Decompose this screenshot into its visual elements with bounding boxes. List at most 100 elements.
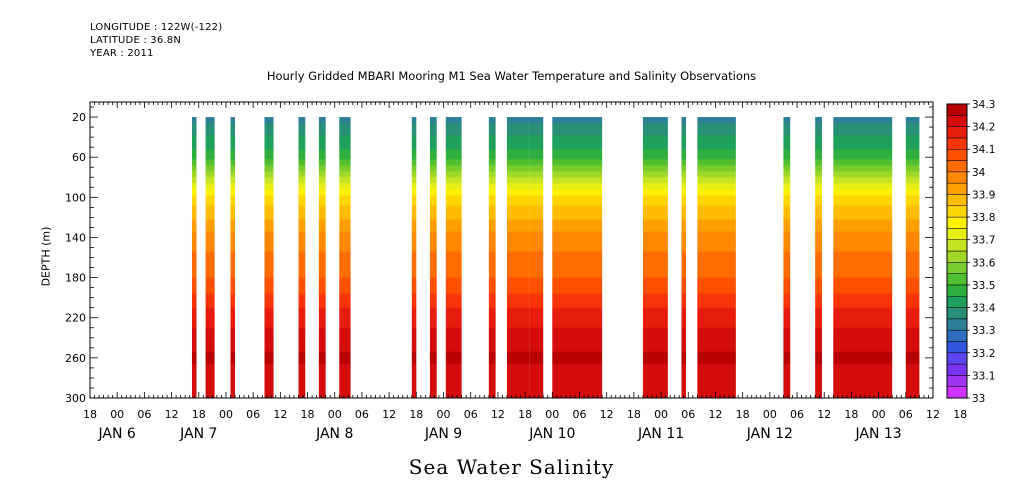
colorbar-swatch (946, 318, 968, 331)
x-tick-label: 00 (872, 408, 886, 421)
x-tick-label: 00 (763, 408, 777, 421)
y-tick-label: 20 (72, 111, 86, 124)
x-axis-title: Sea Water Salinity (408, 455, 615, 479)
y-tick-label: 180 (65, 272, 86, 285)
latitude-label: LATITUDE : 36.8N (90, 35, 182, 46)
data-column (681, 117, 686, 399)
colorbar-swatch (946, 239, 968, 252)
year-label: YEAR : 2011 (90, 48, 154, 59)
x-tick-label: 18 (953, 408, 967, 421)
colorbar-label: 33.9 (972, 189, 995, 201)
colorbar-swatch (946, 182, 968, 195)
y-tick-label: 100 (65, 191, 86, 204)
x-tick-label: 12 (817, 408, 831, 421)
x-tick-label: 12 (165, 408, 179, 421)
x-tick-label: 00 (545, 408, 559, 421)
longitude-label: LONGITUDE : 122W(-122) (90, 22, 223, 33)
x-tick-label: 18 (844, 408, 858, 421)
colorbar-label: 33 (972, 393, 985, 405)
colorbar-label: 33.3 (972, 325, 995, 337)
x-tick-label: 06 (246, 408, 260, 421)
colorbar-swatch (946, 295, 968, 308)
data-column (205, 117, 215, 399)
data-column (429, 117, 437, 399)
data-column (445, 117, 462, 399)
colorbar-label: 34 (972, 167, 986, 179)
colorbar-label: 34.3 (972, 99, 995, 111)
x-tick-label: 18 (409, 408, 423, 421)
colorbar-frame (946, 103, 968, 399)
x-tick-label: 06 (464, 408, 478, 421)
x-tick-label: 12 (273, 408, 287, 421)
colorbar-label: 34.1 (972, 144, 995, 156)
data-column (339, 117, 351, 399)
colorbar-swatch (946, 216, 968, 229)
colorbar-label: 33.5 (972, 280, 995, 292)
x-day-label: JAN 9 (424, 426, 462, 442)
data-column (642, 117, 668, 399)
x-day-label: JAN 12 (746, 426, 793, 442)
data-column (506, 117, 530, 399)
colorbar-swatch (946, 205, 968, 218)
colorbar-swatch (946, 352, 968, 365)
colorbar-swatch (946, 273, 968, 286)
x-tick-label: 00 (654, 408, 668, 421)
chart-title: Hourly Gridded MBARI Mooring M1 Sea Wate… (266, 69, 757, 83)
data-column (230, 117, 236, 399)
colorbar-swatch (946, 126, 968, 139)
colorbar-swatch (946, 262, 968, 274)
x-tick-label: 00 (219, 408, 233, 421)
data-column (191, 117, 197, 399)
plot-area: 20 60 100 140 180 220 260 300 18 00 06 12 18 00 06 12 18… (65, 101, 967, 442)
y-tick-label: 140 (65, 231, 86, 244)
x-tick-label: 18 (518, 408, 532, 421)
x-tick-label: 18 (192, 408, 206, 421)
colorbar-swatch (946, 307, 968, 320)
colorbar-swatch (946, 160, 968, 173)
colorbar-swatch (946, 250, 968, 263)
x-tick-label: 12 (926, 408, 940, 421)
x-tick-label: 12 (491, 408, 505, 421)
colorbar-swatch (946, 329, 968, 342)
x-tick-label: 06 (681, 408, 695, 421)
colorbar-swatch (946, 194, 968, 207)
x-day-label: JAN 6 (98, 426, 136, 442)
x-tick-label: 18 (301, 408, 315, 421)
colorbar-label: 33.7 (972, 235, 995, 247)
data-column (552, 117, 603, 399)
x-tick-label: 06 (899, 408, 913, 421)
colorbar-label: 33.2 (972, 348, 995, 360)
x-tick-label: 06 (137, 408, 151, 421)
data-column (783, 117, 791, 399)
colorbar-swatch (946, 284, 968, 297)
y-tick-label: 60 (72, 151, 86, 164)
x-tick-label: 00 (110, 408, 124, 421)
colorbar-swatch (946, 386, 968, 399)
colorbar-label: 33.8 (972, 212, 995, 224)
x-tick-label: 00 (437, 408, 451, 421)
y-tick-label: 220 (65, 312, 86, 325)
x-tick-label: 18 (736, 408, 750, 421)
colorbar-swatch (946, 363, 968, 376)
data-column (318, 117, 326, 399)
x-tick-label: 18 (83, 408, 97, 421)
x-tick-label: 12 (708, 408, 722, 421)
data-column (905, 117, 920, 399)
colorbar-swatch (946, 103, 968, 116)
colorbar: 33 33.1 33.2 33.3 33.4 33.5 33.6 33.7 33.8 33.9 34… (946, 99, 996, 405)
data-column (298, 117, 306, 399)
colorbar-swatch (946, 148, 968, 161)
data-column (411, 117, 417, 399)
colorbar-swatch (946, 228, 968, 240)
x-day-label: JAN 13 (855, 426, 902, 442)
colorbar-swatch (946, 171, 968, 184)
x-tick-label: 06 (355, 408, 369, 421)
x-tick-label: 06 (790, 408, 804, 421)
colorbar-label: 34.2 (972, 122, 995, 134)
data-column (529, 117, 544, 399)
x-day-label: JAN 7 (179, 426, 217, 442)
data-column (833, 117, 893, 399)
data-column (488, 117, 496, 399)
colorbar-label: 33.1 (972, 370, 995, 382)
